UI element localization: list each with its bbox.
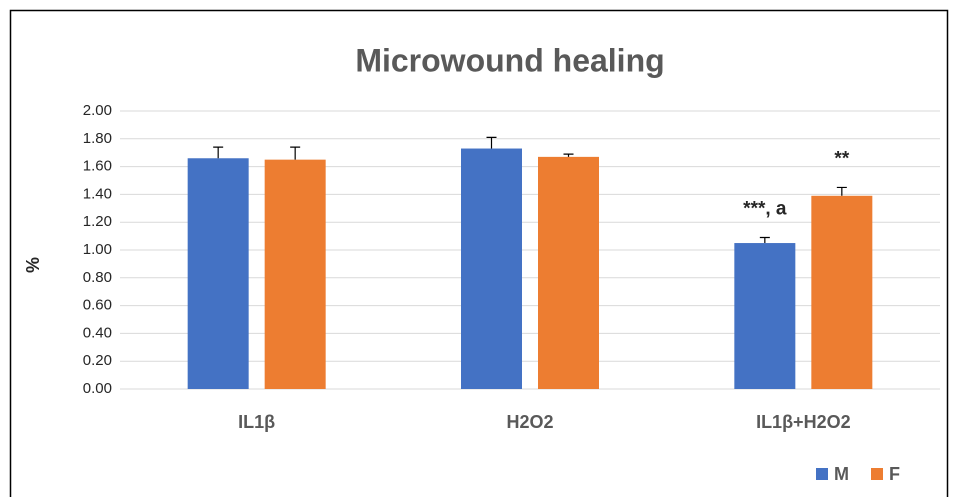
y-tick-label: 0.00 (83, 380, 112, 397)
legend-swatch (816, 468, 828, 480)
bar (461, 148, 522, 389)
y-tick-label: 1.40 (83, 185, 112, 202)
annotation: ***, a (743, 199, 787, 220)
y-tick-label: 0.60 (83, 297, 112, 314)
annotation: ** (834, 148, 849, 169)
error-bar (563, 153, 574, 157)
error-bar (213, 146, 224, 159)
x-tick-label: IL1β+H2O2 (756, 412, 851, 432)
y-tick-label: 1.60 (83, 158, 112, 175)
y-axis-label: % (23, 257, 43, 273)
y-tick-label: 1.80 (83, 130, 112, 147)
y-tick-label: 1.20 (83, 213, 112, 230)
x-tick-label: IL1β (238, 412, 275, 432)
chart-title: Microwound healing (355, 42, 664, 78)
x-tick-label: H2O2 (506, 412, 553, 432)
bar (538, 156, 599, 389)
y-tick-label: 0.80 (83, 269, 112, 286)
bar (734, 243, 796, 389)
y-tick-label: 1.00 (83, 241, 112, 258)
y-tick-label: 2.00 (83, 102, 112, 119)
error-bar (836, 186, 847, 196)
legend-swatch (871, 468, 883, 480)
legend-label: F (889, 464, 900, 484)
error-bar (290, 146, 301, 160)
bar (264, 159, 326, 389)
bar (187, 158, 249, 389)
y-tick-label: 0.20 (83, 352, 112, 369)
bar (811, 195, 873, 389)
error-bar (486, 136, 497, 149)
legend-label: M (834, 464, 849, 484)
y-tick-label: 0.40 (83, 324, 112, 341)
error-bar (759, 236, 770, 244)
